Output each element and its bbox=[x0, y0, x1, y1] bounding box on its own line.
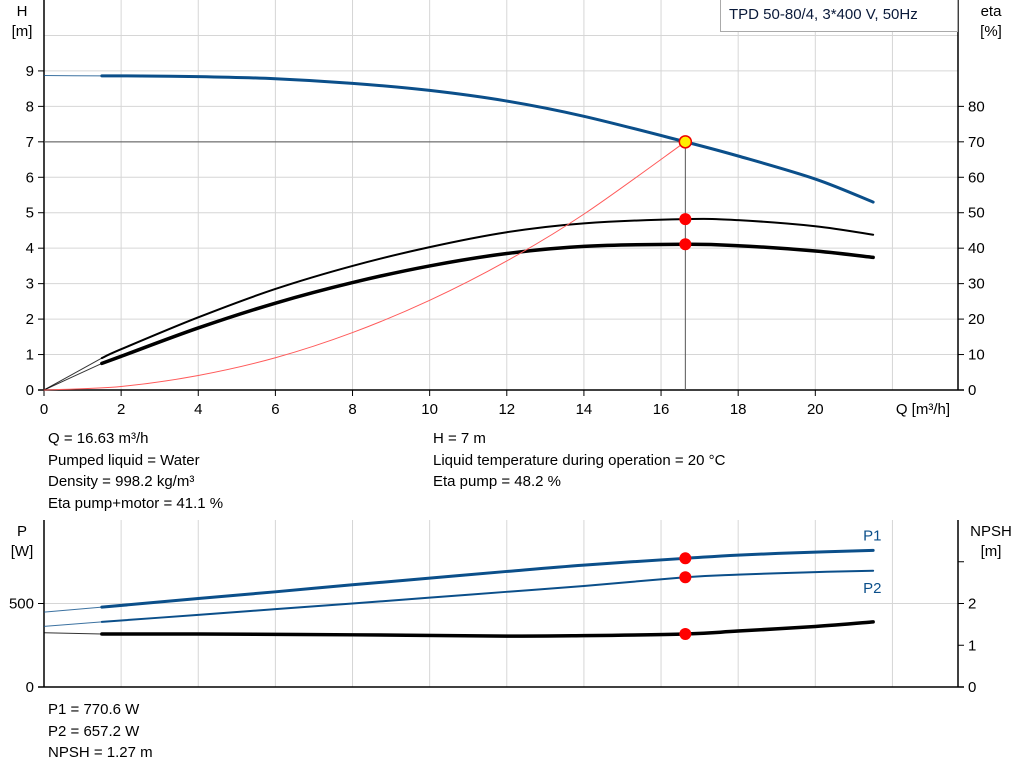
operating-marker-npsh bbox=[679, 627, 692, 640]
y-tick-label-left: 5 bbox=[26, 205, 34, 222]
series-label-p1: P1 bbox=[863, 527, 881, 544]
info-npsh: NPSH = 1.27 m bbox=[48, 744, 153, 761]
info-density: Density = 998.2 kg/m³ bbox=[48, 473, 195, 490]
y-axis-label-right: eta bbox=[981, 3, 1003, 20]
info-pumped-liquid: Pumped liquid = Water bbox=[48, 451, 200, 469]
info-flow: Q = 16.63 m³/h bbox=[48, 430, 149, 447]
info-head: H = 7 m bbox=[433, 430, 486, 447]
chart-legend-title: TPD 50-80/4, 3*400 V, 50Hz bbox=[720, 0, 958, 32]
x-tick-label: 6 bbox=[271, 401, 279, 418]
curve-system bbox=[43, 141, 686, 391]
y-tick-label-left: 9 bbox=[26, 63, 34, 80]
y-tick-label-right: 70 bbox=[968, 134, 985, 151]
operating-info-left: Q = 16.63 m³/h Pumped liquid = Water Den… bbox=[48, 428, 223, 514]
y-tick-label-left: 7 bbox=[26, 134, 34, 151]
info-eta-pump-motor: Eta pump+motor = 41.1 % bbox=[48, 494, 224, 512]
y-tick-label-left: 8 bbox=[26, 98, 34, 115]
operating-marker-eta-pump bbox=[679, 213, 692, 226]
x-tick-label: 2 bbox=[117, 401, 125, 418]
x-tick-label: 14 bbox=[576, 401, 593, 418]
curve-p1 bbox=[100, 548, 875, 609]
curve-extension-eta-pump bbox=[43, 357, 103, 391]
y-tick-label-right: 20 bbox=[968, 311, 985, 328]
x-tick-label: 8 bbox=[348, 401, 356, 418]
x-tick-label: 10 bbox=[421, 401, 438, 418]
series-label-p2: P2 bbox=[863, 580, 881, 597]
x-tick-label: 4 bbox=[194, 401, 202, 418]
y-tick-label-right: 60 bbox=[968, 169, 985, 186]
y-tick-label-right: 10 bbox=[968, 347, 985, 364]
x-tick-label: 18 bbox=[730, 401, 747, 418]
curve-h bbox=[100, 74, 875, 204]
y-axis-label-right: [%] bbox=[980, 23, 1002, 40]
x-tick-label: 12 bbox=[498, 401, 515, 418]
operating-marker-eta-pump-motor bbox=[679, 238, 692, 251]
y-tick-label-right: 80 bbox=[968, 98, 985, 115]
y-axis-label-left: [m] bbox=[12, 23, 33, 40]
y-axis-label-right: NPSH bbox=[970, 523, 1012, 540]
curve-p2 bbox=[100, 569, 875, 623]
y-tick-label-left: 4 bbox=[26, 240, 34, 257]
y-axis-label-left: P bbox=[17, 523, 27, 540]
x-tick-label: 0 bbox=[40, 401, 48, 418]
y-tick-label-left: 0 bbox=[26, 679, 34, 696]
y-tick-label-right: 2 bbox=[968, 596, 976, 613]
y-tick-label-left: 3 bbox=[26, 276, 34, 293]
info-p1: P1 = 770.6 W bbox=[48, 701, 140, 718]
y-tick-label-left: 2 bbox=[26, 311, 34, 328]
y-tick-label-left: 500 bbox=[9, 596, 34, 613]
y-tick-label-right: 0 bbox=[968, 382, 976, 399]
curve-extension-p1 bbox=[43, 606, 102, 613]
y-tick-label-right: 30 bbox=[968, 276, 985, 293]
y-tick-label-right: 40 bbox=[968, 240, 985, 257]
curve-npsh bbox=[100, 620, 875, 638]
curve-eta-pump bbox=[100, 217, 875, 360]
x-tick-label: 20 bbox=[807, 401, 824, 418]
operating-marker-p1 bbox=[679, 552, 692, 565]
curve-extension-npsh bbox=[43, 632, 102, 635]
y-axis-label-right: [m] bbox=[981, 543, 1002, 560]
y-tick-label-right: 1 bbox=[968, 637, 976, 654]
info-p2: P2 = 657.2 W bbox=[48, 722, 140, 740]
info-eta-pump: Eta pump = 48.2 % bbox=[433, 473, 561, 490]
x-axis-label: Q [m³/h] bbox=[896, 401, 950, 418]
y-tick-label-left: 6 bbox=[26, 169, 34, 186]
x-tick-label: 16 bbox=[653, 401, 670, 418]
y-tick-label-left: 1 bbox=[26, 347, 34, 364]
y-tick-label-right: 0 bbox=[968, 679, 976, 696]
operating-info-right: H = 7 m Liquid temperature during operat… bbox=[433, 428, 725, 493]
info-liquid-temperature: Liquid temperature during operation = 20… bbox=[433, 451, 726, 469]
power-npsh-chart: 0 500 0 1 2 P [W] NPSH [m] P1 P2 bbox=[9, 520, 1012, 696]
power-info: P1 = 770.6 W P2 = 657.2 W NPSH = 1.27 m bbox=[48, 699, 153, 764]
y-tick-label-left: 0 bbox=[26, 382, 34, 399]
y-axis-label-left: H bbox=[17, 3, 28, 20]
y-axis-label-left: [W] bbox=[11, 543, 34, 560]
curve-extension-eta-pump-motor bbox=[43, 362, 103, 391]
curve-eta-pump-motor bbox=[100, 242, 875, 366]
operating-marker-p2 bbox=[679, 571, 692, 584]
curve-extension-p2 bbox=[43, 621, 102, 627]
y-tick-label-right: 50 bbox=[968, 205, 985, 222]
operating-point-marker bbox=[678, 135, 693, 149]
